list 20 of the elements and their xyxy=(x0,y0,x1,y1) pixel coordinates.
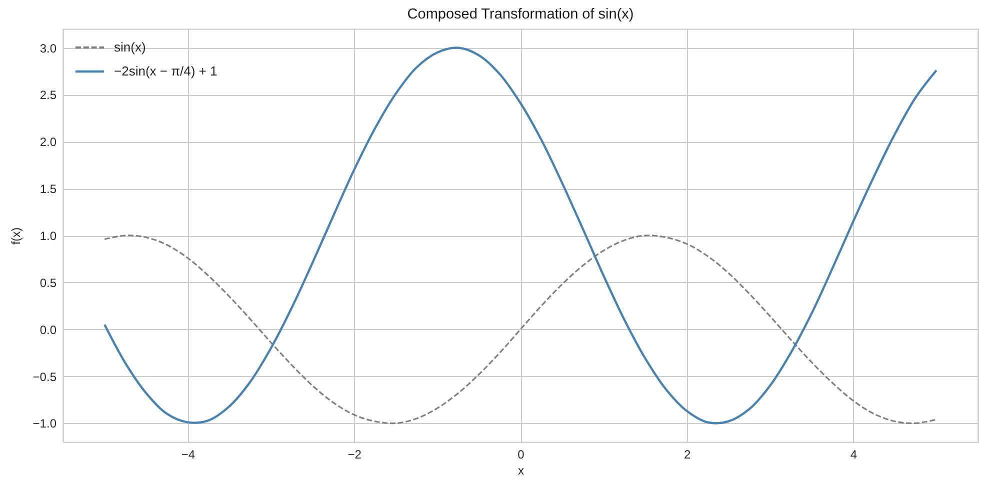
y-tick-label: 0.0 xyxy=(40,322,57,337)
y-tick-label: 2.5 xyxy=(40,88,57,102)
x-tick-label: 4 xyxy=(850,448,858,462)
y-tick-label: −1.0 xyxy=(32,416,57,431)
x-tick-label: 0 xyxy=(518,448,525,462)
legend-label: −2sin(x − π/4) + 1 xyxy=(114,64,218,78)
y-tick-label: 0.5 xyxy=(40,276,57,290)
y-tick-label: 3.0 xyxy=(40,41,57,56)
y-tick-label: −0.5 xyxy=(32,370,57,384)
y-tick-label: 1.5 xyxy=(40,182,57,196)
chart-title: Composed Transformation of sin(x) xyxy=(407,6,634,22)
x-tick-label: 2 xyxy=(684,448,692,462)
y-tick-label: 2.0 xyxy=(40,135,57,150)
x-axis-title: x xyxy=(518,464,524,478)
y-axis-title: f(x) xyxy=(8,227,23,245)
x-tick-label: −2 xyxy=(348,448,362,462)
line-series xyxy=(104,234,938,424)
legend-label: sin(x) xyxy=(114,40,146,54)
y-tick-label: 1.0 xyxy=(40,229,57,243)
x-tick-label: −4 xyxy=(181,448,196,462)
